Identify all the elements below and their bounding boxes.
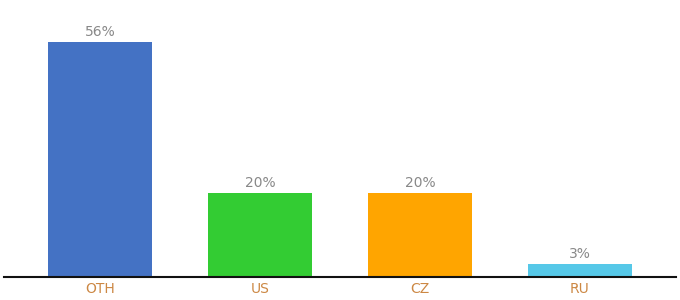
Bar: [208, 193, 312, 277]
Text: 20%: 20%: [405, 176, 435, 190]
Text: 56%: 56%: [85, 25, 116, 39]
Bar: [528, 264, 632, 277]
Bar: [368, 193, 472, 277]
Bar: [48, 42, 152, 277]
Text: 3%: 3%: [569, 247, 591, 261]
Text: 20%: 20%: [245, 176, 275, 190]
